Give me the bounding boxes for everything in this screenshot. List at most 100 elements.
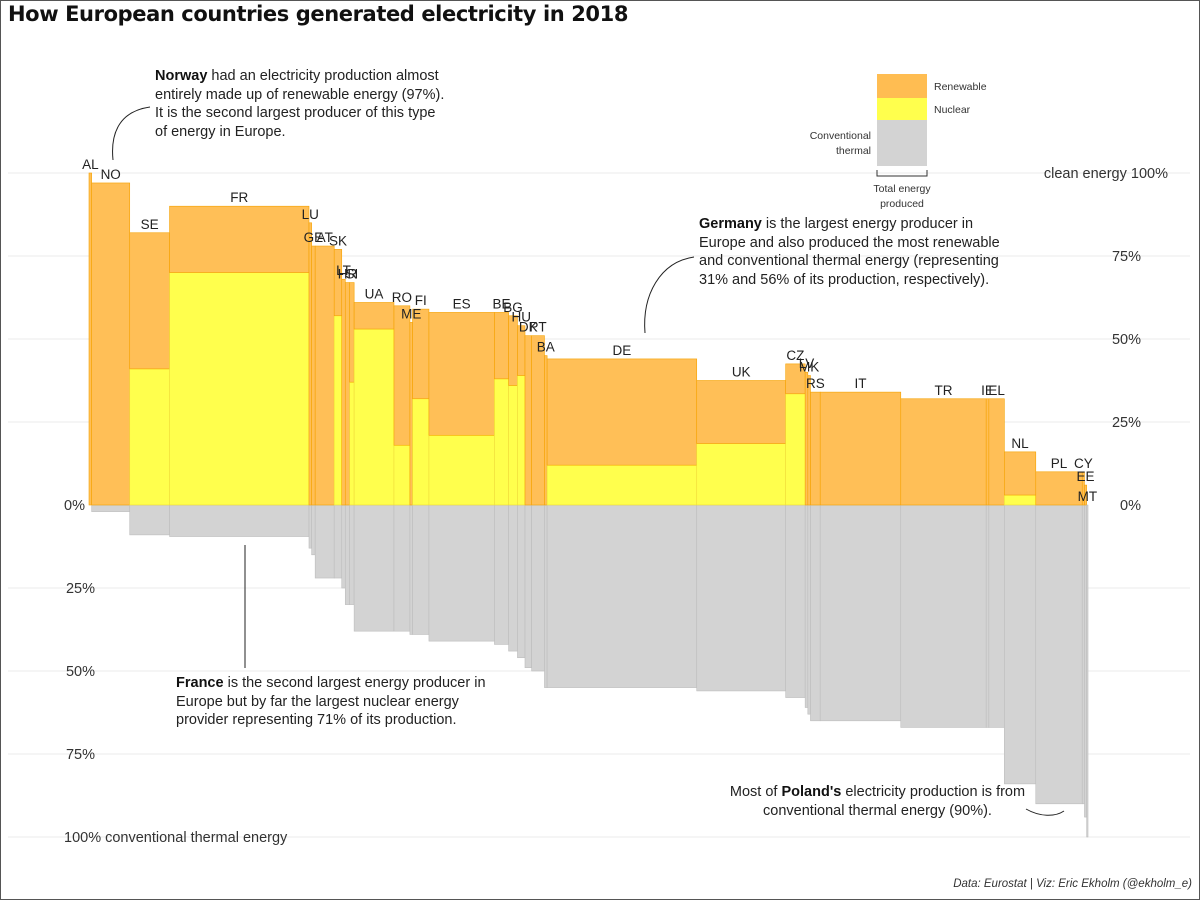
annotation-norway: Norway had an electricity production alm… bbox=[155, 67, 445, 141]
bar-conventional-pl bbox=[1035, 504, 1083, 805]
y-tick-right: 50% bbox=[1112, 332, 1141, 348]
legend: Renewable Nuclear Conventional thermalTotal… bbox=[810, 74, 987, 210]
axes: clean energy 100% 75% 50% 25% 0% 0% 25% 50% 75% 1… bbox=[64, 166, 1168, 846]
bar-renewable-pl bbox=[1035, 471, 1083, 506]
leader-poland bbox=[1025, 808, 1065, 816]
country-label-cy: CY bbox=[1074, 456, 1093, 471]
bar-conventional-hu bbox=[517, 504, 526, 659]
country-label-se: SE bbox=[141, 217, 159, 232]
legend-label-renewable: Renewable bbox=[934, 81, 987, 93]
country-label-es: ES bbox=[453, 296, 471, 311]
bar-conventional-mk bbox=[807, 504, 811, 715]
bar-nuclear-nl bbox=[1004, 494, 1037, 506]
bar-conventional-uk bbox=[696, 504, 786, 692]
annotation-poland: Most of Poland's electricity production … bbox=[725, 783, 1030, 820]
legend-width-bracket bbox=[876, 170, 928, 177]
bar-renewable-hr bbox=[344, 282, 351, 506]
bar-conventional-cy bbox=[1081, 504, 1085, 805]
annotation-germany-text: is the largest energy producer in Europe… bbox=[699, 216, 1000, 288]
annotation-leaders bbox=[112, 106, 1065, 816]
bar-conventional-ee bbox=[1084, 504, 1087, 818]
country-label-fr: FR bbox=[230, 190, 248, 205]
annotation-poland-bold: Poland's bbox=[781, 784, 842, 800]
bar-renewable-al bbox=[88, 172, 92, 506]
country-label-sk: SK bbox=[329, 233, 347, 248]
country-label-cz: CZ bbox=[786, 348, 804, 363]
bar-conventional-fr bbox=[169, 504, 310, 537]
bar-nuclear-fi bbox=[412, 398, 430, 506]
bar-conventional-se bbox=[129, 504, 170, 536]
y-axis-top-label: clean energy 100% bbox=[1044, 166, 1168, 182]
y-tick-left: 50% bbox=[66, 664, 95, 680]
bar-conventional-hr bbox=[344, 504, 351, 605]
bar-nuclear-uk bbox=[696, 443, 786, 506]
bar-conventional-lv bbox=[804, 504, 809, 708]
bar-conventional-ua bbox=[353, 504, 395, 632]
country-label-al: AL bbox=[82, 157, 99, 172]
country-label-lt: LT bbox=[336, 263, 351, 278]
country-label-lu: LU bbox=[302, 207, 319, 222]
bar-conventional-lu bbox=[308, 504, 312, 549]
bar-conventional-ie bbox=[985, 504, 990, 728]
country-label-hr: HR bbox=[338, 267, 358, 282]
bar-conventional-el bbox=[988, 504, 1005, 728]
y-tick-right: 25% bbox=[1112, 415, 1141, 431]
country-label-tr: TR bbox=[934, 383, 952, 398]
bar-renewable-be bbox=[494, 312, 509, 380]
bars bbox=[88, 172, 1089, 838]
country-label-pl: PL bbox=[1051, 456, 1068, 471]
bar-renewable-pt bbox=[531, 335, 545, 506]
country-label-ee: EE bbox=[1077, 469, 1095, 484]
bar-conventional-si bbox=[349, 504, 355, 605]
y-tick-right: 75% bbox=[1112, 249, 1141, 265]
bar-renewable-tr bbox=[900, 398, 987, 506]
bar-nuclear-hu bbox=[517, 375, 526, 506]
country-label-mk: MK bbox=[799, 360, 819, 375]
annotation-france-bold: France bbox=[176, 675, 224, 691]
legend-label-nuclear: Nuclear bbox=[934, 104, 971, 116]
y-tick-left: 25% bbox=[66, 581, 95, 597]
page-title: How European countries generated electri… bbox=[8, 2, 629, 26]
bar-conventional-be bbox=[494, 504, 509, 645]
country-label-de: DE bbox=[613, 343, 632, 358]
bar-nuclear-fr bbox=[169, 272, 310, 506]
bar-conventional-no bbox=[91, 504, 131, 512]
bar-nuclear-si bbox=[349, 381, 355, 506]
bar-conventional-fi bbox=[412, 504, 430, 635]
country-label-fi: FI bbox=[415, 293, 427, 308]
bar-conventional-sk bbox=[333, 504, 343, 579]
bar-conventional-bg bbox=[508, 504, 518, 652]
country-label-it: IT bbox=[854, 376, 866, 391]
bar-renewable-no bbox=[91, 182, 131, 506]
bar-nuclear-se bbox=[129, 368, 170, 506]
bar-nuclear-de bbox=[546, 464, 698, 506]
y-tick-left: 75% bbox=[66, 747, 95, 763]
country-label-ie: IE bbox=[981, 383, 994, 398]
bar-renewable-lv bbox=[804, 371, 809, 506]
country-label-ua: UA bbox=[365, 286, 384, 301]
country-label-no: NO bbox=[101, 167, 121, 182]
bar-conventional-es bbox=[428, 504, 495, 642]
legend-label-conventional: Conventional thermal bbox=[810, 130, 871, 157]
annotation-norway-text: had an electricity production almost ent… bbox=[155, 68, 445, 140]
bar-renewable-me bbox=[409, 322, 413, 506]
bar-renewable-ee bbox=[1084, 484, 1087, 506]
annotation-poland-text: electricity production is from conventio… bbox=[763, 784, 1026, 819]
bar-nuclear-be bbox=[494, 378, 509, 506]
bar-nuclear-es bbox=[428, 434, 495, 506]
country-label-uk: UK bbox=[732, 365, 751, 380]
bar-renewable-de bbox=[546, 358, 698, 466]
annotation-france-text: is the second largest energy producer in… bbox=[176, 675, 486, 728]
bar-nuclear-ua bbox=[353, 328, 395, 506]
country-label-rs: RS bbox=[806, 376, 825, 391]
bar-renewable-nl bbox=[1004, 451, 1037, 496]
bar-conventional-de bbox=[546, 504, 698, 688]
annotation-poland-prefix: Most of bbox=[729, 784, 782, 800]
bar-conventional-lt bbox=[341, 504, 346, 589]
bar-conventional-rs bbox=[810, 504, 821, 722]
legend-swatch-renewable bbox=[877, 74, 927, 98]
bar-renewable-el bbox=[988, 398, 1005, 506]
country-label-ba: BA bbox=[537, 340, 555, 355]
bar-nuclear-sk bbox=[333, 315, 343, 506]
bar-conventional-ro bbox=[393, 504, 411, 632]
